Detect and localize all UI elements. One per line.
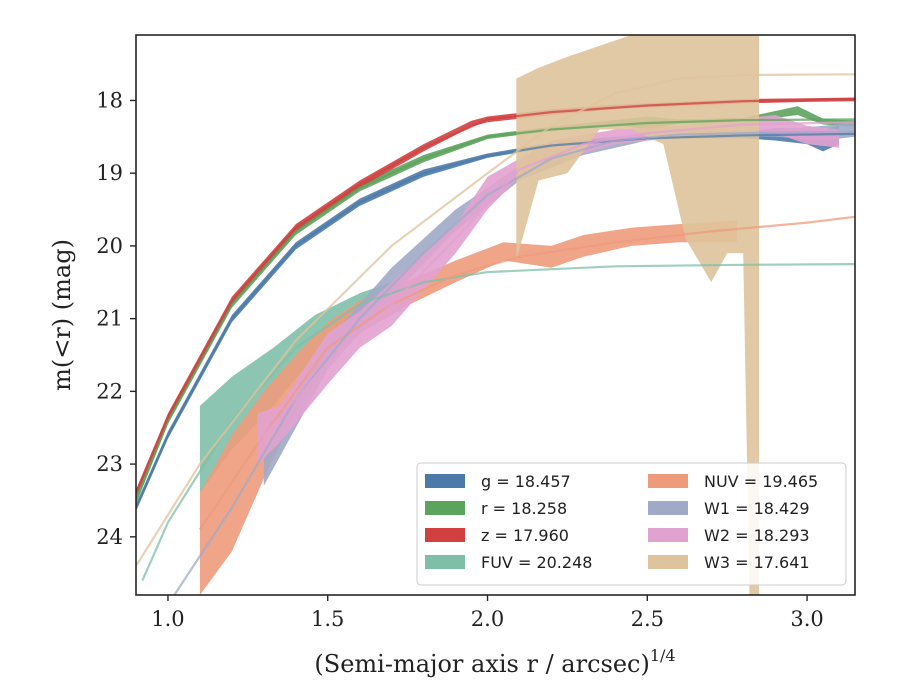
y-axis-ticks: 18 19 20 21 22 23 24 (96, 88, 136, 549)
y-tick-label: 23 (96, 452, 123, 476)
legend-label-r: r = 18.258 (481, 499, 567, 518)
legend-label-w3: W3 = 17.641 (704, 553, 810, 572)
band-w3 (516, 35, 760, 595)
legend-swatch-r (425, 501, 465, 515)
model-curve-w2 (256, 121, 855, 444)
x-tick-label: 3.0 (790, 607, 823, 631)
y-axis-label: m(<r) (mag) (48, 239, 76, 391)
model-curve-z (136, 97, 855, 494)
y-tick-label: 24 (96, 525, 123, 549)
x-tick-label: 1.5 (311, 607, 344, 631)
x-tick-label: 2.0 (471, 607, 504, 631)
x-tick-label: 2.5 (631, 607, 664, 631)
legend-label-nuv: NUV = 19.465 (704, 472, 818, 491)
x-axis-label: (Semi-major axis r / arcsec)1/4 (314, 646, 675, 678)
legend-swatch-z (425, 528, 465, 542)
legend-swatch-w2 (648, 528, 688, 542)
model-curve-g (136, 132, 855, 509)
y-tick-label: 19 (96, 161, 123, 185)
legend: g = 18.457 r = 18.258 z = 17.960 FUV = 20.2… (416, 462, 847, 586)
x-axis-label-superscript: 1/4 (650, 646, 676, 665)
model-curve-fuv (141, 263, 855, 581)
legend-box (416, 462, 847, 586)
data-bands (136, 35, 855, 595)
model-curve-w1 (173, 130, 855, 595)
model-curve-w3 (136, 73, 855, 567)
legend-label-w2: W2 = 18.293 (704, 526, 810, 545)
model-curves (136, 73, 855, 595)
y-tick-label: 21 (96, 307, 123, 331)
legend-label-z: z = 17.960 (481, 526, 569, 545)
model-curve-r (136, 118, 855, 501)
y-tick-label: 18 (96, 88, 123, 112)
legend-label-g: g = 18.457 (481, 472, 571, 491)
legend-swatch-nuv (648, 474, 688, 488)
legend-label-w1: W1 = 18.429 (704, 499, 810, 518)
y-tick-label: 20 (96, 234, 123, 258)
legend-swatch-w3 (648, 555, 688, 569)
plot-frame (135, 34, 856, 596)
model-curve-nuv (198, 215, 855, 531)
legend-swatch-fuv (425, 555, 465, 569)
x-axis-ticks: 1.0 1.5 2.0 2.5 3.0 (151, 595, 824, 631)
legend-swatch-w1 (648, 501, 688, 515)
legend-label-fuv: FUV = 20.248 (481, 553, 592, 572)
legend-swatch-g (425, 474, 465, 488)
y-tick-label: 22 (96, 379, 123, 403)
x-tick-label: 1.0 (151, 607, 184, 631)
